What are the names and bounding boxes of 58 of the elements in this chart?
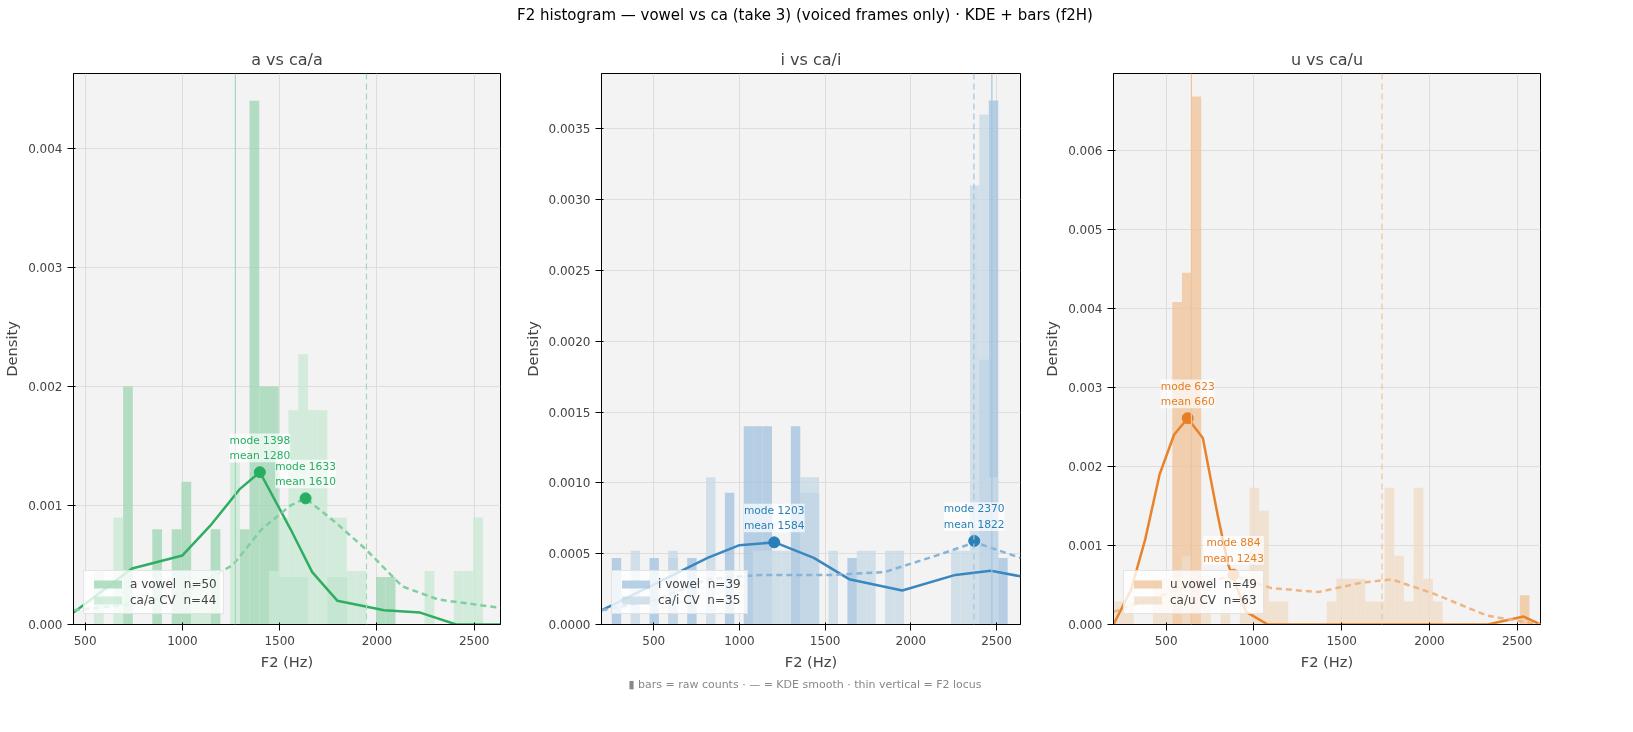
x-tick-label: 2000	[1414, 633, 1445, 648]
x-tick-label: 2500	[1501, 633, 1533, 648]
y-tick-label: 0.005	[1068, 222, 1103, 237]
y-axis-title: Density	[3, 320, 21, 377]
y-tick-label: 0.003	[1068, 380, 1103, 395]
annotation: mode 1203 mean 1584	[743, 503, 805, 533]
y-tick-label: 0.0035	[548, 122, 591, 137]
x-tick-label: 500	[642, 633, 666, 648]
annotation: mode 1398 mean 1280	[229, 433, 291, 463]
y-tick-label: 0.004	[1068, 301, 1103, 316]
y-tick-label: 0.0000	[548, 618, 591, 632]
y-tick-label: 0.0025	[548, 263, 591, 278]
x-tick-label: 1500	[1326, 633, 1357, 648]
chart-title: i vs ca/i	[780, 49, 842, 69]
x-tick-label: 500	[73, 633, 97, 648]
y-tick-label: 0.000	[1068, 618, 1103, 632]
y-tick-label: 0.0005	[548, 547, 591, 562]
x-tick-label: 2500	[458, 633, 490, 648]
y-tick-label: 0.0030	[548, 193, 591, 208]
text: ▮ bars = raw counts · — = KDE smooth · thin vertical = F2 locus	[628, 677, 982, 693]
x-axis-title: F2 (Hz)	[1300, 652, 1354, 670]
x-tick-label: 1500	[264, 633, 295, 648]
legend-label: ca/u CV n=63	[1170, 593, 1257, 607]
x-axis-title: F2 (Hz)	[784, 652, 838, 670]
x-axis-title: F2 (Hz)	[260, 652, 314, 670]
y-tick-label: 0.002	[28, 379, 63, 394]
x-tick-label: 1000	[724, 633, 755, 648]
legend-label: u vowel n=49	[1170, 577, 1257, 591]
x-tick-label: 2500	[981, 633, 1012, 648]
x-tick-label: 2000	[361, 633, 393, 648]
annotation: mode 1633 mean 1610	[275, 459, 337, 489]
y-tick-label: 0.001	[1068, 538, 1103, 553]
y-tick-label: 0.006	[1068, 143, 1103, 158]
x-tick-label: 2000	[895, 633, 927, 648]
y-tick-label: 0.002	[1068, 459, 1103, 474]
x-tick-label: 500	[1154, 633, 1178, 648]
text: F2 histogram — vowel vs ca (take 3) (voiced frames only) · KDE + bars (f2H)	[517, 5, 1093, 26]
legend-label: i vowel n=39	[658, 577, 741, 591]
legend-label: a vowel n=50	[130, 577, 217, 591]
x-tick-label: 1000	[167, 633, 198, 648]
legend-label: ca/a CV n=44	[130, 593, 217, 607]
x-tick-label: 1500	[809, 633, 841, 648]
annotation: mode 623 mean 660	[1160, 379, 1215, 409]
legend-label: ca/i CV n=35	[658, 593, 741, 607]
y-tick-label: 0.003	[28, 260, 63, 275]
chart-title: a vs ca/a	[251, 49, 323, 69]
y-tick-label: 0.004	[28, 141, 63, 156]
y-tick-label: 0.0015	[548, 405, 591, 420]
y-tick-label: 0.0020	[548, 334, 591, 349]
y-tick-label: 0.000	[28, 618, 63, 632]
y-axis-title: Density	[1043, 320, 1061, 377]
y-tick-label: 0.0010	[548, 476, 591, 491]
chart-title: u vs ca/u	[1290, 49, 1364, 69]
annotation: mode 2370 mean 1822	[943, 502, 1005, 531]
y-axis-title: Density	[523, 320, 541, 377]
y-tick-label: 0.001	[28, 498, 63, 513]
annotation: mode 884 mean 1243	[1203, 536, 1264, 565]
x-tick-label: 1000	[1238, 633, 1270, 648]
